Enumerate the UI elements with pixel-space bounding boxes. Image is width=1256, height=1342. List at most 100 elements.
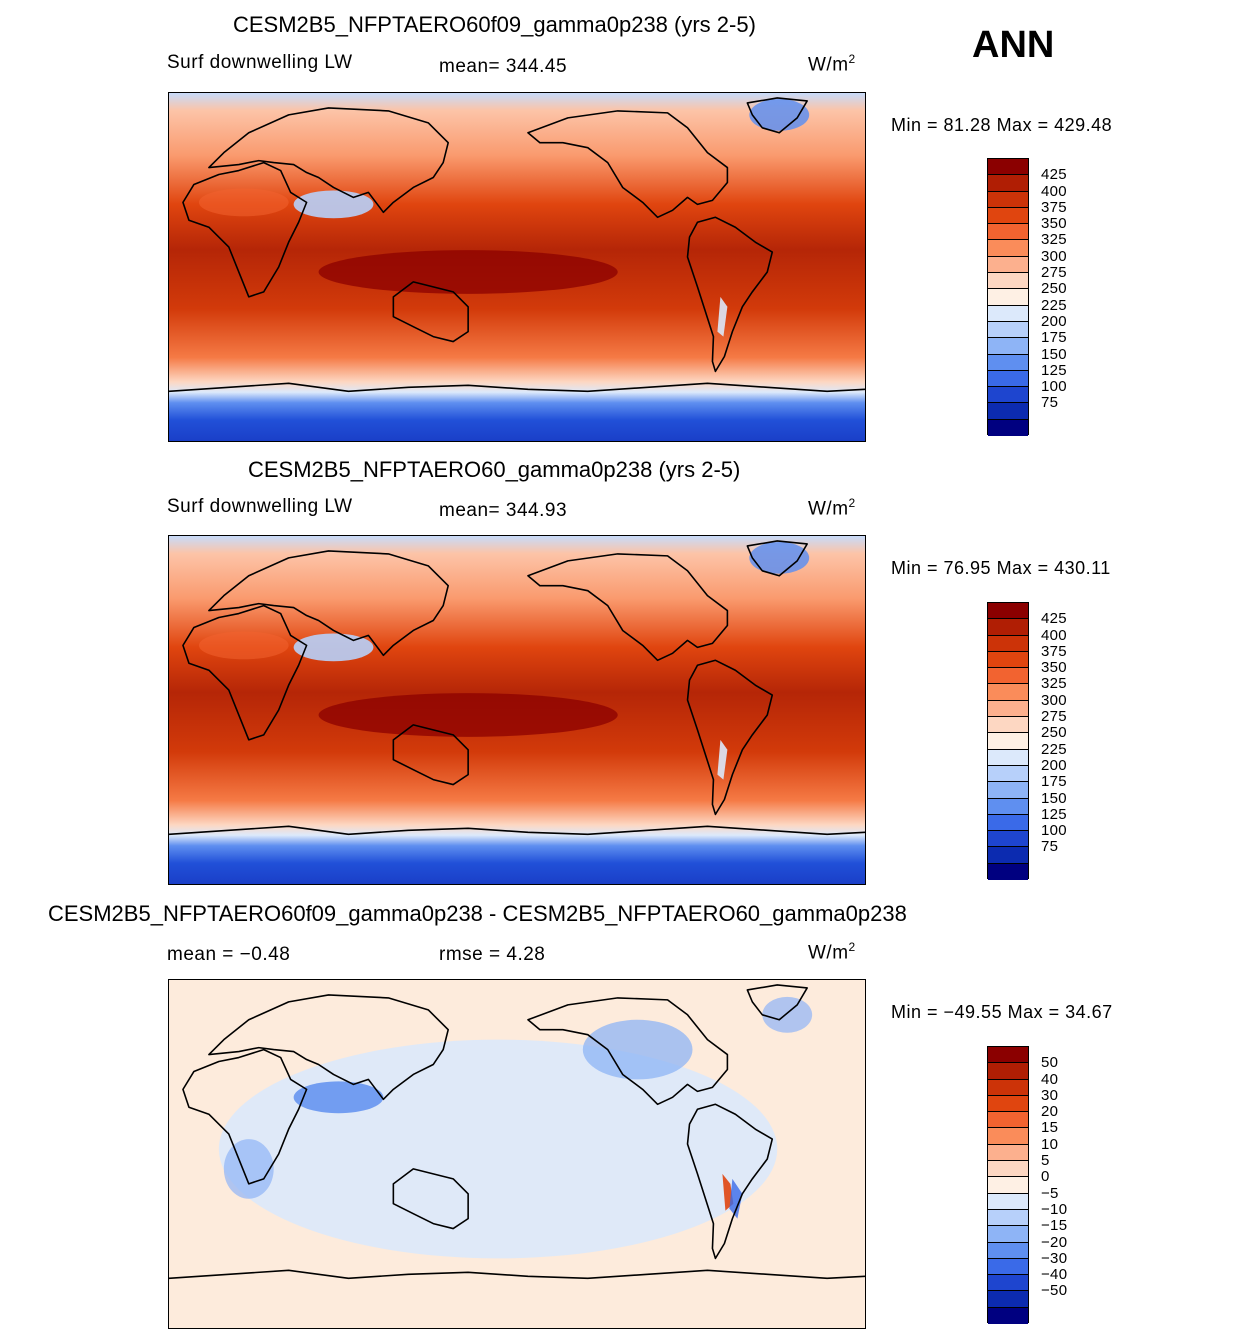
colorbar-tick-label: 100 — [1041, 378, 1067, 396]
colorbar-tick-label: 0 — [1041, 1168, 1050, 1186]
panel2-mean: mean= 344.93 — [439, 500, 568, 521]
colorbar-tick-label: 10 — [1041, 1135, 1059, 1153]
colorbar-swatch — [988, 684, 1028, 701]
colorbar-tick-label: 100 — [1041, 822, 1067, 840]
colorbar-tick-label: 50 — [1041, 1054, 1059, 1072]
colorbar-swatch — [988, 1128, 1028, 1145]
season-label: ANN — [972, 24, 1055, 66]
colorbar-swatch — [988, 1112, 1028, 1129]
colorbar-swatch — [988, 1047, 1028, 1064]
colorbar-swatch — [988, 273, 1028, 290]
panel2-colorbar — [987, 602, 1029, 880]
colorbar-tick-label: 150 — [1041, 789, 1067, 807]
colorbar-swatch — [988, 321, 1028, 339]
colorbar-tick-label: −10 — [1041, 1200, 1068, 1218]
colorbar-tick-label: 5 — [1041, 1152, 1050, 1170]
colorbar-tick-label: 200 — [1041, 312, 1067, 330]
colorbar-tick-label: 75 — [1041, 838, 1059, 856]
colorbar-swatch — [988, 765, 1028, 783]
colorbar-tick-label: 325 — [1041, 675, 1067, 693]
colorbar-tick-label: 75 — [1041, 394, 1059, 412]
colorbar-swatch — [988, 1144, 1028, 1162]
panel2-units: W/m2 — [808, 496, 856, 520]
colorbar-tick-label: 350 — [1041, 659, 1067, 677]
colorbar-swatch — [988, 289, 1028, 306]
colorbar-swatch — [988, 635, 1028, 652]
colorbar-tick-label: 150 — [1041, 345, 1067, 363]
colorbar-tick-label: 425 — [1041, 166, 1067, 184]
colorbar-swatch — [988, 338, 1028, 355]
colorbar-tick-label: 125 — [1041, 805, 1067, 823]
panel1-colorbar — [987, 158, 1029, 436]
colorbar-swatch — [988, 1177, 1028, 1194]
colorbar-tick-label: 225 — [1041, 740, 1067, 758]
panel1-title: CESM2B5_NFPTAERO60f09_gamma0p238 (yrs 2-… — [233, 12, 756, 37]
colorbar-swatch — [988, 798, 1028, 815]
colorbar-tick-label: 40 — [1041, 1070, 1059, 1088]
colorbar-swatch — [988, 668, 1028, 685]
panel3-title: CESM2B5_NFPTAERO60f09_gamma0p238 - CESM2… — [48, 901, 907, 926]
colorbar-swatch — [988, 603, 1028, 620]
colorbar-swatch — [988, 1242, 1028, 1259]
colorbar-swatch — [988, 1161, 1028, 1178]
colorbar-swatch — [988, 305, 1028, 322]
colorbar-swatch — [988, 419, 1028, 436]
colorbar-swatch — [988, 847, 1028, 864]
colorbar-tick-label: 175 — [1041, 329, 1067, 347]
colorbar-swatch — [988, 749, 1028, 766]
colorbar-tick-label: 200 — [1041, 756, 1067, 774]
colorbar-swatch — [988, 159, 1028, 176]
colorbar-tick-label: 225 — [1041, 296, 1067, 314]
colorbar-swatch — [988, 814, 1028, 832]
colorbar-tick-label: −15 — [1041, 1217, 1068, 1235]
colorbar-tick-label: 350 — [1041, 215, 1067, 233]
colorbar-swatch — [988, 831, 1028, 848]
colorbar-tick-label: 300 — [1041, 247, 1067, 265]
colorbar-tick-label: 30 — [1041, 1086, 1059, 1104]
colorbar-swatch — [988, 1258, 1028, 1276]
colorbar-swatch — [988, 1226, 1028, 1243]
colorbar-swatch — [988, 354, 1028, 371]
colorbar-swatch — [988, 1307, 1028, 1324]
colorbar-swatch — [988, 1095, 1028, 1113]
colorbar-tick-label: −50 — [1041, 1282, 1068, 1300]
colorbar-swatch — [988, 863, 1028, 880]
colorbar-swatch — [988, 370, 1028, 388]
panel1-variable-label: Surf downwelling LW — [167, 52, 353, 73]
colorbar-swatch — [988, 651, 1028, 669]
colorbar-swatch — [988, 1291, 1028, 1308]
colorbar-tick-label: −30 — [1041, 1249, 1068, 1267]
colorbar-swatch — [988, 1209, 1028, 1227]
colorbar-swatch — [988, 619, 1028, 636]
panel1-minmax: Min = 81.28 Max = 429.48 — [891, 115, 1113, 135]
panel1-mean: mean= 344.45 — [439, 56, 568, 77]
colorbar-tick-label: 375 — [1041, 642, 1067, 660]
panel2-title: CESM2B5_NFPTAERO60_gamma0p238 (yrs 2-5) — [248, 457, 741, 482]
panel3-colorbar — [987, 1046, 1029, 1324]
colorbar-swatch — [988, 191, 1028, 208]
panel2-map — [168, 535, 866, 885]
panel3-minmax: Min = −49.55 Max = 34.67 — [891, 1002, 1113, 1022]
colorbar-tick-label: −40 — [1041, 1266, 1068, 1284]
colorbar-swatch — [988, 1063, 1028, 1080]
colorbar-tick-label: 15 — [1041, 1119, 1059, 1137]
colorbar-swatch — [988, 1193, 1028, 1210]
panel1-map — [168, 92, 866, 442]
colorbar-swatch — [988, 1079, 1028, 1096]
colorbar-tick-label: 250 — [1041, 280, 1067, 298]
colorbar-tick-label: 375 — [1041, 198, 1067, 216]
colorbar-tick-label: 400 — [1041, 182, 1067, 200]
colorbar-swatch — [988, 403, 1028, 420]
colorbar-swatch — [988, 207, 1028, 225]
panel1-units: W/m2 — [808, 52, 856, 76]
colorbar-swatch — [988, 224, 1028, 241]
panel3-mean: mean = −0.48 — [167, 944, 291, 965]
panel2-variable-label: Surf downwelling LW — [167, 496, 353, 517]
panel3-map — [168, 979, 866, 1329]
panel3-rmse: rmse = 4.28 — [439, 944, 546, 965]
colorbar-tick-label: −5 — [1041, 1184, 1059, 1202]
panel2-minmax: Min = 76.95 Max = 430.11 — [891, 558, 1111, 578]
colorbar-swatch — [988, 1275, 1028, 1292]
colorbar-tick-label: 425 — [1041, 610, 1067, 628]
panel3-units: W/m2 — [808, 940, 856, 964]
